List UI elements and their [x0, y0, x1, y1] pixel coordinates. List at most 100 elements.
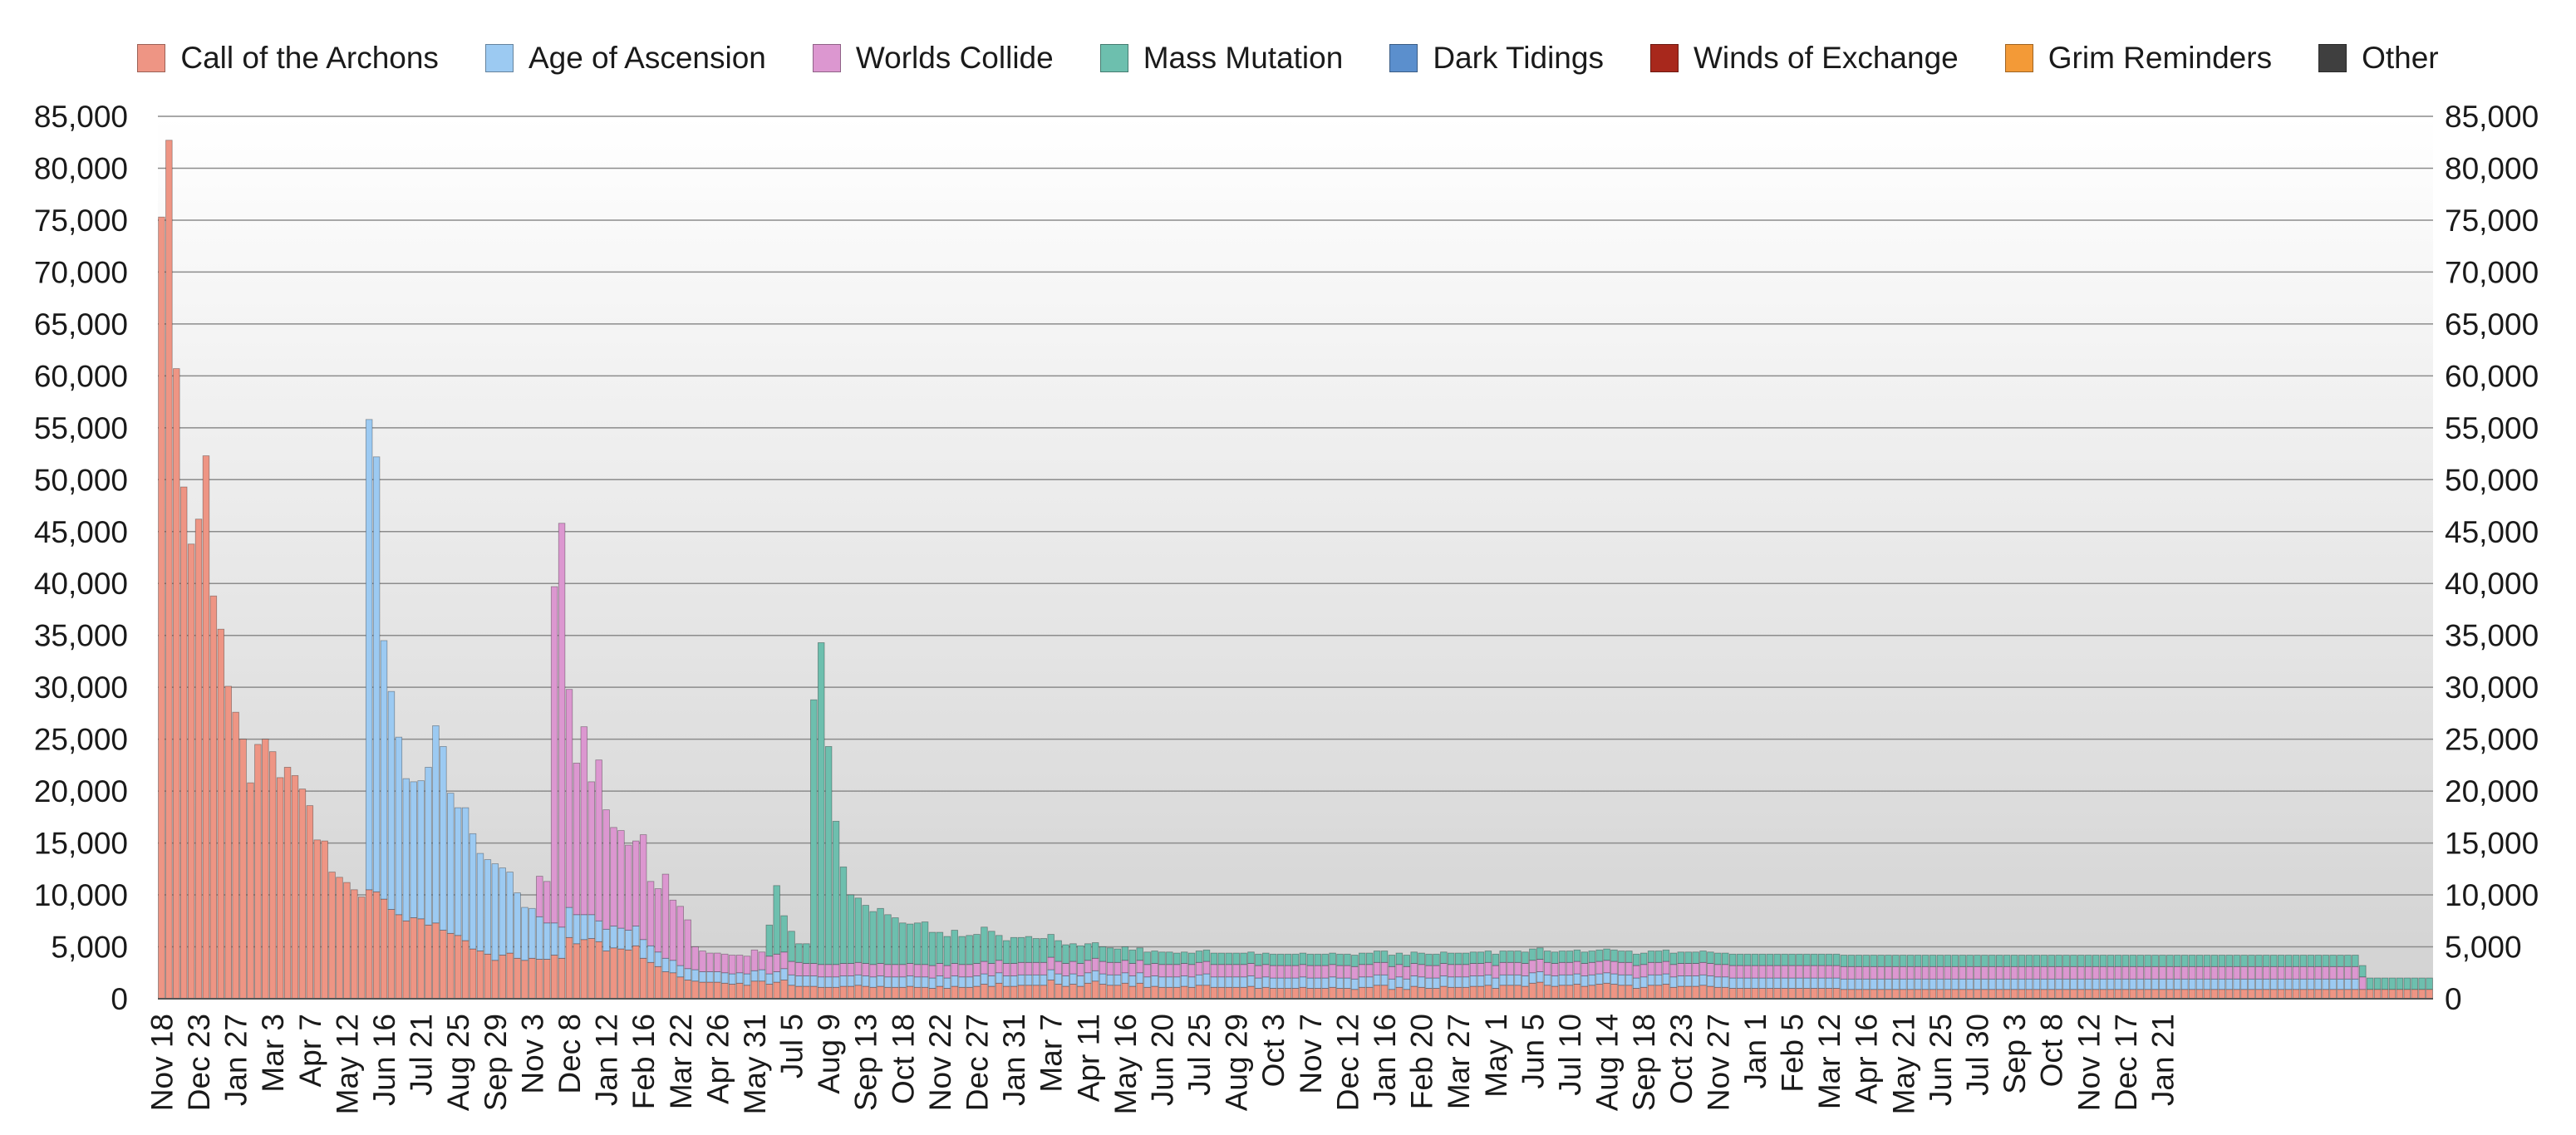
- bar-segment: [1907, 955, 1915, 967]
- bar-segment: [1454, 976, 1463, 988]
- bar-segment: [892, 964, 899, 978]
- bar-segment: [1907, 989, 1915, 1000]
- bar-segment: [1017, 974, 1025, 986]
- bar-segment: [1306, 988, 1315, 1000]
- bar-segment: [1654, 951, 1663, 963]
- bar-segment: [387, 690, 396, 910]
- bar-segment: [1418, 976, 1425, 988]
- bar-segment: [1359, 952, 1366, 965]
- bar-segment: [810, 963, 818, 976]
- bar-segment: [1299, 952, 1307, 965]
- bar-segment: [780, 915, 788, 953]
- bar-segment: [1359, 964, 1366, 978]
- bar-segment: [1662, 973, 1670, 985]
- bar-segment: [2033, 965, 2041, 980]
- bar-segment: [625, 949, 632, 1000]
- bar-segment: [2159, 955, 2166, 967]
- bar-segment: [817, 986, 825, 1000]
- bar-segment: [743, 973, 751, 986]
- bar-segment: [1892, 965, 1900, 980]
- bar-segment: [454, 935, 462, 1000]
- bar-segment: [750, 949, 759, 971]
- bar-segment: [1225, 964, 1232, 978]
- bar-segment: [1040, 938, 1048, 963]
- bar-segment: [2284, 989, 2293, 1000]
- y-tick-label-right: 80,000: [2445, 151, 2539, 185]
- bar-segment: [1121, 946, 1129, 961]
- bar-segment: [854, 961, 863, 975]
- bar-segment: [2411, 989, 2418, 1000]
- bar-segment: [2077, 955, 2085, 967]
- bar-segment: [1936, 955, 1944, 967]
- bar-segment: [2129, 978, 2137, 990]
- x-tick-label: May 12: [330, 1014, 364, 1114]
- bar-segment: [1069, 984, 1077, 1000]
- bar-segment: [2062, 965, 2070, 980]
- bar-segment: [2033, 989, 2041, 1000]
- bar-segment: [1677, 963, 1685, 976]
- bar-segment: [966, 964, 973, 978]
- bar-segment: [2359, 965, 2367, 978]
- bar-segment: [2292, 989, 2300, 1000]
- bar-segment: [2107, 989, 2115, 1000]
- bar-segment: [2426, 989, 2433, 1000]
- y-tick-label-right: 5,000: [2445, 931, 2522, 965]
- bar-segment: [1885, 955, 1892, 967]
- bar-segment: [1351, 955, 1359, 967]
- bar-segment: [1469, 975, 1477, 987]
- x-tick-label: Oct 8: [2035, 1014, 2069, 1087]
- bar-segment: [921, 976, 929, 988]
- bar-segment: [1314, 988, 1321, 1000]
- legend-swatch: [1649, 44, 1679, 72]
- x-tick-label: Nov 27: [1701, 1014, 1735, 1111]
- bar-segment: [1425, 988, 1433, 1000]
- bar-segment: [2203, 978, 2211, 990]
- bar-segment: [1425, 965, 1433, 979]
- bar-segment: [1766, 988, 1774, 1000]
- bar-segment: [795, 961, 803, 976]
- bar-segment: [447, 932, 455, 1000]
- bar-segment: [1692, 951, 1699, 964]
- bar-segment: [1276, 988, 1285, 1000]
- bar-segment: [1128, 975, 1137, 987]
- bar-segment: [1684, 975, 1692, 987]
- bar-segment: [1522, 951, 1529, 964]
- bar-segment: [2277, 955, 2285, 967]
- bar-segment: [1996, 955, 2003, 967]
- bar-segment: [1365, 964, 1374, 978]
- bar-segment: [1210, 952, 1218, 965]
- bar-segment: [1936, 965, 1944, 980]
- bar-segment: [2263, 978, 2270, 990]
- bar-segment: [1832, 988, 1841, 1000]
- bar-segment: [1351, 965, 1359, 980]
- bar-segment: [1462, 986, 1470, 1000]
- bar-segment: [1202, 961, 1211, 975]
- legend-item: Winds of Exchange: [1649, 41, 1959, 76]
- bar-segment: [1262, 976, 1270, 988]
- bar-segment: [1647, 961, 1655, 975]
- bar-segment: [750, 980, 759, 1000]
- bar-segment: [1885, 965, 1892, 980]
- bar-segment: [2144, 955, 2151, 967]
- bar-segment: [1588, 951, 1595, 963]
- bar-segment: [2136, 989, 2144, 1000]
- x-tick-label: Dec 8: [553, 1014, 587, 1094]
- bar-segment: [2255, 965, 2263, 980]
- bar-segment: [1840, 955, 1848, 967]
- x-tick-label: Feb 20: [1405, 1014, 1439, 1109]
- bar-segment: [669, 899, 677, 961]
- x-tick-label: Mar 12: [1812, 1014, 1846, 1109]
- bar-segment: [2329, 978, 2337, 990]
- bar-segment: [1944, 965, 1952, 980]
- bar-segment: [1151, 963, 1158, 976]
- bar-segment: [862, 905, 869, 964]
- bar-segment: [1091, 942, 1099, 959]
- bar-segment: [684, 968, 691, 980]
- bar-segment: [899, 922, 907, 965]
- bar-segment: [728, 955, 736, 975]
- bar-segment: [817, 964, 825, 978]
- bar-segment: [2240, 989, 2248, 1000]
- bar-segment: [1707, 951, 1714, 964]
- bar-segment: [1684, 963, 1692, 976]
- bar-segment: [1270, 977, 1277, 989]
